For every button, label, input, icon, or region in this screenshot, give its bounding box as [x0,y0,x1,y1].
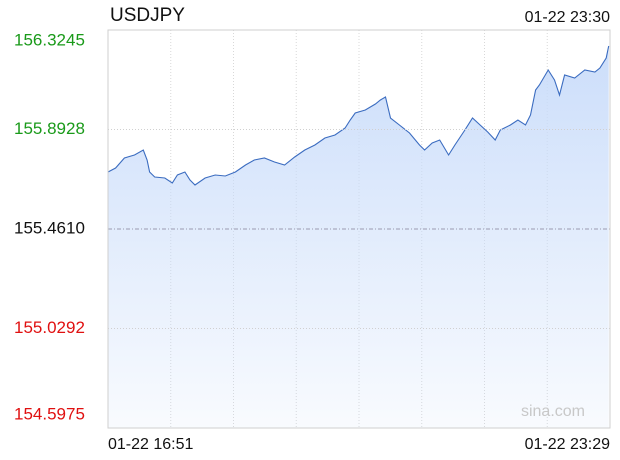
area [108,46,609,428]
y-tick-label: 155.4610 [14,218,85,237]
y-tick-label: 156.3245 [14,30,85,49]
x-tick-label: 01-22 16:51 [108,436,194,453]
y-tick-label: 155.0292 [14,318,85,337]
timestamp: 01-22 23:30 [525,9,611,26]
plot-frame [107,29,611,429]
y-tick-label: 155.8928 [14,119,85,138]
x-tick-label: 01-22 23:29 [525,436,611,453]
price-line [107,45,610,186]
watermark: sina.com [521,403,585,420]
chart-title: USDJPY [110,5,185,26]
y-tick-label: 154.5975 [14,404,85,423]
